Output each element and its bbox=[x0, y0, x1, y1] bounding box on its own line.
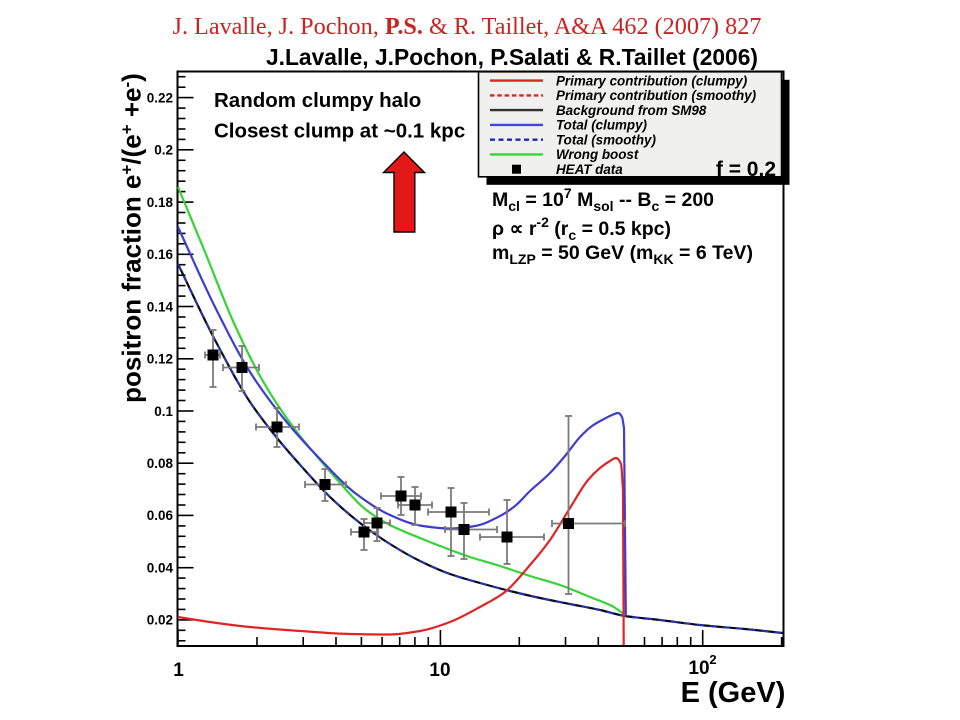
svg-text:0.2: 0.2 bbox=[154, 143, 173, 158]
svg-text:10: 10 bbox=[688, 658, 709, 679]
svg-text:0.16: 0.16 bbox=[147, 247, 174, 262]
svg-text:J. Lavalle, J. Pochon, P.S. &: J. Lavalle, J. Pochon, P.S. & R. Taillet… bbox=[173, 13, 762, 40]
svg-text:f = 0.2: f = 0.2 bbox=[716, 158, 776, 181]
svg-text:0.12: 0.12 bbox=[147, 352, 173, 367]
svg-text:0.14: 0.14 bbox=[147, 299, 174, 314]
svg-text:0.22: 0.22 bbox=[147, 90, 173, 105]
svg-text:2: 2 bbox=[709, 652, 716, 667]
svg-text:Total (smoothy): Total (smoothy) bbox=[556, 132, 656, 147]
svg-text:0.08: 0.08 bbox=[147, 456, 174, 471]
svg-text:10: 10 bbox=[429, 660, 450, 681]
svg-text:Primary contribution (smoothy): Primary contribution (smoothy) bbox=[556, 88, 757, 103]
svg-text:0.18: 0.18 bbox=[147, 195, 174, 210]
svg-text:1: 1 bbox=[173, 660, 184, 681]
svg-text:0.02: 0.02 bbox=[147, 613, 173, 628]
svg-text:mLZP = 50 GeV (mKK = 6 TeV): mLZP = 50 GeV (mKK = 6 TeV) bbox=[492, 242, 753, 267]
svg-text:Random clumpy halo: Random clumpy halo bbox=[214, 89, 421, 112]
svg-text:HEAT data: HEAT data bbox=[556, 162, 623, 177]
svg-text:ρ ∝ r-2 (rc = 0.5 kpc): ρ ∝ r-2 (rc = 0.5 kpc) bbox=[492, 214, 671, 243]
svg-text:0.1: 0.1 bbox=[154, 404, 173, 419]
svg-text:positron fraction e+/(e+ +e-): positron fraction e+/(e+ +e-) bbox=[117, 73, 147, 403]
svg-text:0.04: 0.04 bbox=[147, 561, 174, 576]
svg-text:J.Lavalle, J.Pochon, P.Salati: J.Lavalle, J.Pochon, P.Salati & R.Taille… bbox=[266, 44, 758, 70]
svg-text:Background from SM98: Background from SM98 bbox=[556, 103, 707, 118]
svg-text:Mcl = 107 Msol -- Bc = 200: Mcl = 107 Msol -- Bc = 200 bbox=[492, 185, 714, 214]
svg-text:Primary contribution (clumpy): Primary contribution (clumpy) bbox=[556, 73, 748, 88]
svg-text:Total (clumpy): Total (clumpy) bbox=[556, 118, 648, 133]
svg-text:0.06: 0.06 bbox=[147, 508, 174, 523]
svg-text:Wrong boost: Wrong boost bbox=[556, 147, 639, 162]
svg-text:E (GeV): E (GeV) bbox=[681, 677, 786, 709]
svg-text:Closest clump at ~0.1 kpc: Closest clump at ~0.1 kpc bbox=[214, 120, 465, 143]
